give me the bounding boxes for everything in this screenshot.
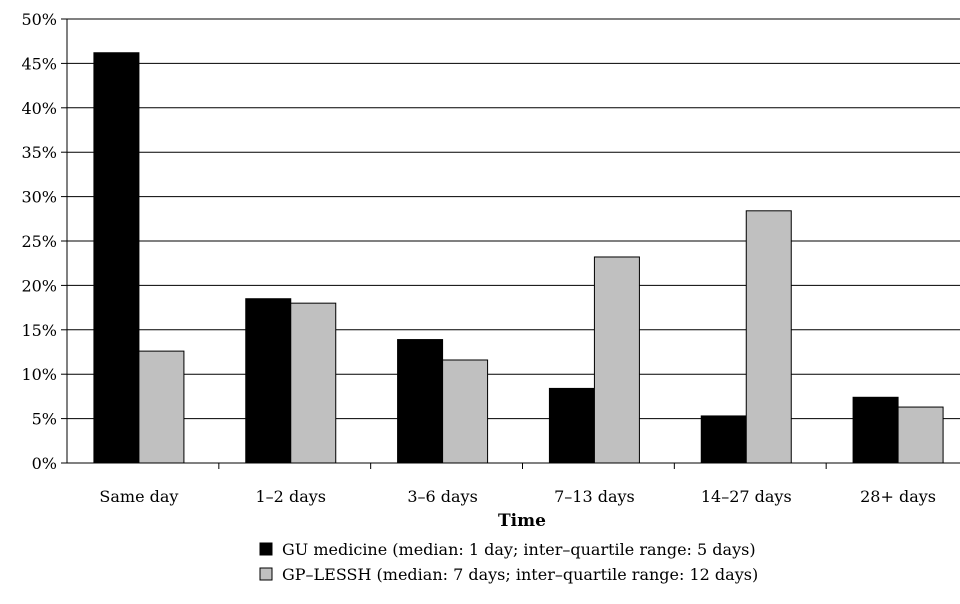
x-axis-title: Time (498, 511, 546, 531)
bar (700, 415, 747, 464)
axes: 0% 5% 10% 15% 20% 25% 30% 35% 40% 45% 50% Same day 1… (21, 10, 960, 506)
bars (93, 52, 944, 464)
x-tick-label: 28+ days (860, 487, 936, 506)
bar (397, 339, 444, 464)
x-tick-label: 14–27 days (701, 487, 792, 506)
bar (93, 52, 140, 464)
legend-swatch (259, 542, 273, 556)
y-tick-label: 25% (21, 232, 57, 251)
gridlines (67, 18, 960, 420)
y-tick-label: 10% (21, 365, 57, 384)
bar (897, 406, 944, 464)
x-tick-label: 7–13 days (554, 487, 635, 506)
bar (138, 350, 185, 464)
y-tick-label: 50% (21, 10, 57, 29)
legend-label: GU medicine (median: 1 day; inter–quarti… (282, 540, 756, 559)
bar (548, 387, 595, 464)
bar (852, 396, 899, 464)
legend-label: GP–LESSH (median: 7 days; inter–quartile… (282, 565, 758, 584)
x-tick-label: 1–2 days (256, 487, 326, 506)
y-tick-label: 45% (21, 54, 57, 73)
y-tick-label: 35% (21, 143, 57, 162)
bar (745, 210, 792, 464)
y-tick-label: 30% (21, 188, 57, 207)
bar (290, 302, 337, 464)
y-tick-label: 0% (32, 454, 57, 473)
y-tick-label: 40% (21, 99, 57, 118)
x-tick-label: Same day (99, 487, 178, 506)
x-tick-label: 3–6 days (407, 487, 477, 506)
bar (593, 256, 640, 464)
y-tick-label: 15% (21, 321, 57, 340)
bar (245, 298, 292, 464)
y-tick-label: 5% (32, 410, 57, 429)
legend: GU medicine (median: 1 day; inter–quarti… (259, 540, 758, 584)
bar (442, 359, 489, 464)
y-tick-label: 20% (21, 276, 57, 295)
legend-swatch (259, 567, 273, 581)
